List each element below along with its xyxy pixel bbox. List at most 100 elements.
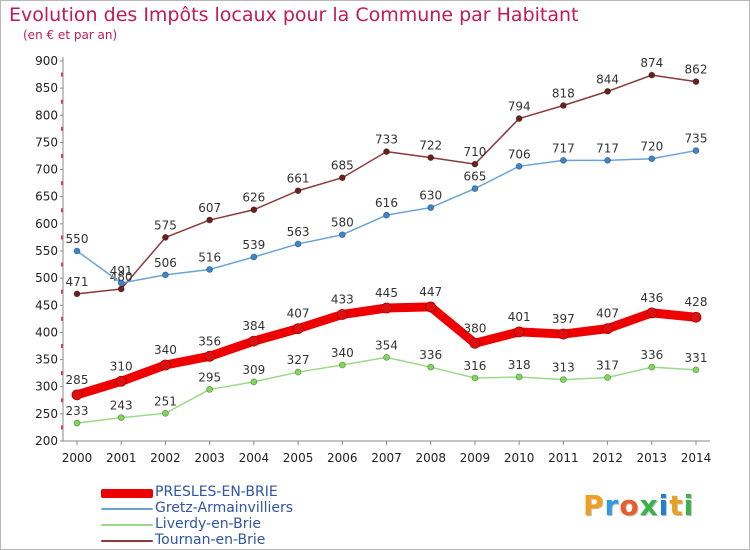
data-label: 331: [685, 351, 708, 365]
data-point: [604, 156, 611, 164]
data-label: 401: [508, 310, 531, 324]
data-point: [604, 88, 611, 95]
logo-letter: t: [669, 489, 684, 522]
data-label: 436: [640, 291, 663, 305]
data-label: 844: [596, 72, 619, 86]
x-tick-label: 2011: [548, 451, 579, 465]
data-point: [515, 373, 523, 381]
data-point: [117, 285, 125, 293]
y-tick-label: 850: [35, 81, 58, 95]
y-minor-tick: [61, 371, 63, 376]
data-point: [206, 266, 214, 273]
x-tick-label: 2003: [194, 451, 225, 465]
data-label: 407: [287, 307, 310, 321]
data-label: 480: [110, 270, 133, 284]
chart-subtitle: (en € et par an): [23, 28, 118, 42]
data-point: [162, 409, 169, 417]
data-label: 710: [463, 145, 486, 159]
data-label: 327: [287, 353, 310, 367]
data-point: [648, 71, 656, 79]
data-point: [294, 368, 302, 376]
legend-label: Liverdy-en-Brie: [155, 516, 261, 532]
y-minor-tick: [61, 235, 63, 240]
data-label: 735: [685, 132, 708, 146]
data-label: 447: [419, 285, 442, 299]
x-tick-label: 2007: [371, 451, 402, 465]
y-tick-label: 550: [35, 244, 58, 258]
data-point: [692, 366, 700, 374]
y-tick-label: 450: [35, 298, 58, 312]
data-point: [427, 154, 435, 162]
data-point: [557, 328, 569, 340]
data-label: 336: [640, 348, 663, 362]
y-minor-tick: [61, 262, 63, 267]
data-label: 354: [375, 338, 398, 352]
data-point: [338, 361, 346, 369]
data-point: [204, 350, 216, 362]
data-label: 445: [375, 286, 398, 300]
data-label: 471: [66, 275, 89, 289]
x-tick-label: 2010: [504, 451, 535, 465]
data-label: 516: [198, 250, 221, 264]
x-tick-label: 2012: [592, 451, 623, 465]
data-point: [73, 419, 81, 427]
data-point: [425, 301, 437, 313]
data-label: 818: [552, 87, 575, 101]
data-point: [604, 374, 611, 381]
data-label: 251: [154, 394, 177, 408]
data-point: [648, 363, 656, 371]
data-label: 607: [198, 201, 221, 215]
y-minor-tick: [61, 344, 63, 348]
data-point: [648, 155, 656, 163]
data-label: 665: [463, 170, 486, 184]
data-point: [646, 307, 658, 319]
data-label: 397: [552, 312, 575, 326]
data-label: 313: [552, 361, 575, 375]
data-label: 336: [419, 348, 442, 362]
y-minor-tick: [61, 289, 63, 294]
data-point: [117, 279, 125, 287]
data-label: 722: [419, 139, 442, 153]
data-label: 661: [287, 172, 310, 186]
data-label: 506: [154, 256, 177, 270]
y-minor-tick: [61, 126, 63, 131]
data-label: 433: [331, 293, 354, 307]
x-tick-label: 2002: [150, 451, 181, 465]
data-label: 295: [198, 370, 221, 384]
data-point: [427, 204, 435, 211]
data-point: [294, 240, 302, 248]
data-point: [559, 156, 567, 164]
y-minor-tick: [61, 181, 63, 186]
data-label: 717: [596, 141, 619, 155]
chart-title: Evolution des Impôts locaux pour la Comm…: [9, 4, 579, 26]
data-point: [383, 148, 390, 156]
data-label: 428: [685, 295, 708, 309]
x-tick-label: 2014: [681, 451, 712, 465]
y-minor-tick: [61, 208, 63, 213]
y-tick-label: 200: [35, 434, 58, 448]
proxiti-logo: Proxiti: [583, 489, 694, 522]
data-point: [73, 247, 81, 255]
data-label: 340: [154, 343, 177, 357]
data-label: 630: [419, 189, 442, 203]
data-point: [338, 174, 346, 182]
x-tick-label: 2000: [62, 451, 93, 465]
data-point: [250, 253, 258, 261]
data-label: 616: [375, 196, 398, 210]
data-point: [292, 323, 304, 335]
data-point: [115, 375, 127, 387]
data-point: [338, 231, 346, 239]
logo-letter: i: [683, 489, 695, 522]
data-label: 733: [375, 133, 398, 147]
data-label: 539: [242, 238, 265, 252]
data-point: [559, 376, 567, 384]
x-tick-label: 2008: [415, 451, 446, 465]
data-label: 380: [463, 321, 486, 335]
y-tick-label: 300: [35, 380, 58, 394]
x-tick-label: 2005: [283, 451, 314, 465]
data-label: 874: [640, 56, 663, 70]
data-label: 575: [154, 218, 177, 232]
data-label: 285: [66, 373, 89, 387]
y-tick-label: 800: [35, 108, 58, 122]
data-point: [515, 162, 523, 170]
